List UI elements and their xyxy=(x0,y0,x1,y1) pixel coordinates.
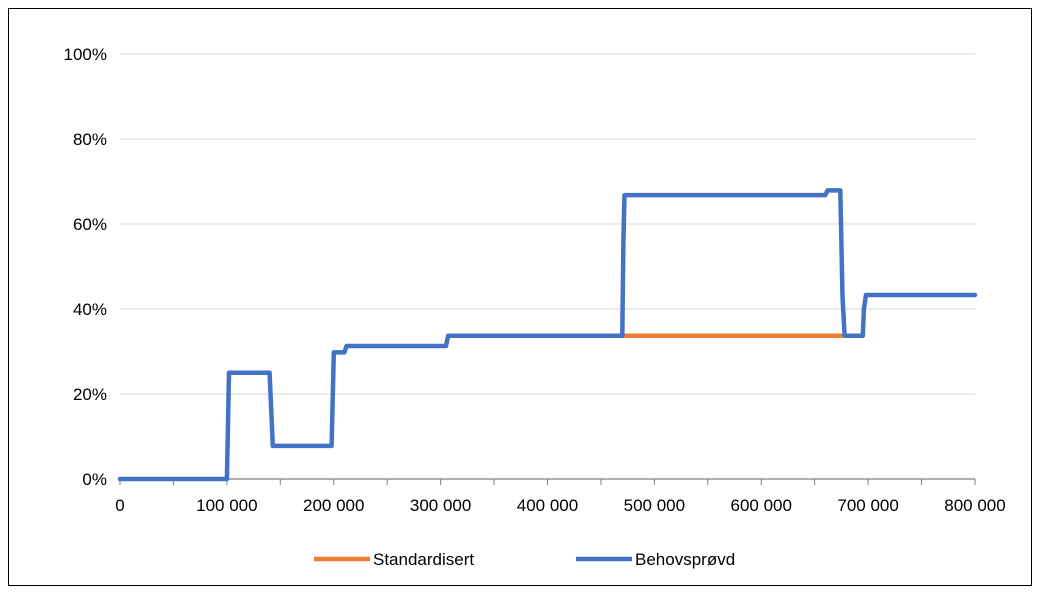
x-axis-tick-labels: 0 100 000 200 000 300 000 400 000 500 000 600 … xyxy=(115,496,1005,515)
legend: Standardisert Behovsprøvd xyxy=(314,550,735,569)
x-tick-label: 200 000 xyxy=(303,496,364,515)
series-line-behovspr-vd xyxy=(117,188,978,482)
y-tick-label: 0% xyxy=(82,470,107,489)
y-tick-label: 100% xyxy=(64,45,107,64)
y-tick-label: 20% xyxy=(73,385,107,404)
y-tick-label: 40% xyxy=(73,300,107,319)
axes xyxy=(119,478,976,485)
y-tick-label: 80% xyxy=(73,130,107,149)
legend-label: Standardisert xyxy=(373,550,474,569)
y-tick-label: 60% xyxy=(73,215,107,234)
x-tick-label: 100 000 xyxy=(196,496,257,515)
x-tick-label: 600 000 xyxy=(731,496,792,515)
x-tick-label: 500 000 xyxy=(624,496,685,515)
x-tick-label: 700 000 xyxy=(837,496,898,515)
plot-area xyxy=(117,188,978,482)
gridlines xyxy=(120,53,975,395)
x-tick-label: 800 000 xyxy=(944,496,1005,515)
x-tick-label: 0 xyxy=(115,496,124,515)
x-tick-label: 300 000 xyxy=(410,496,471,515)
line-chart: 0% 20% 40% 60% 80% 100% 0 100 000 200 000 300 00… xyxy=(64,45,1006,569)
x-tick-label: 400 000 xyxy=(517,496,578,515)
chart-frame: 0% 20% 40% 60% 80% 100% 0 100 000 200 000 300 00… xyxy=(8,8,1032,586)
legend-label: Behovsprøvd xyxy=(635,550,735,569)
y-axis-tick-labels: 0% 20% 40% 60% 80% 100% xyxy=(64,45,107,489)
